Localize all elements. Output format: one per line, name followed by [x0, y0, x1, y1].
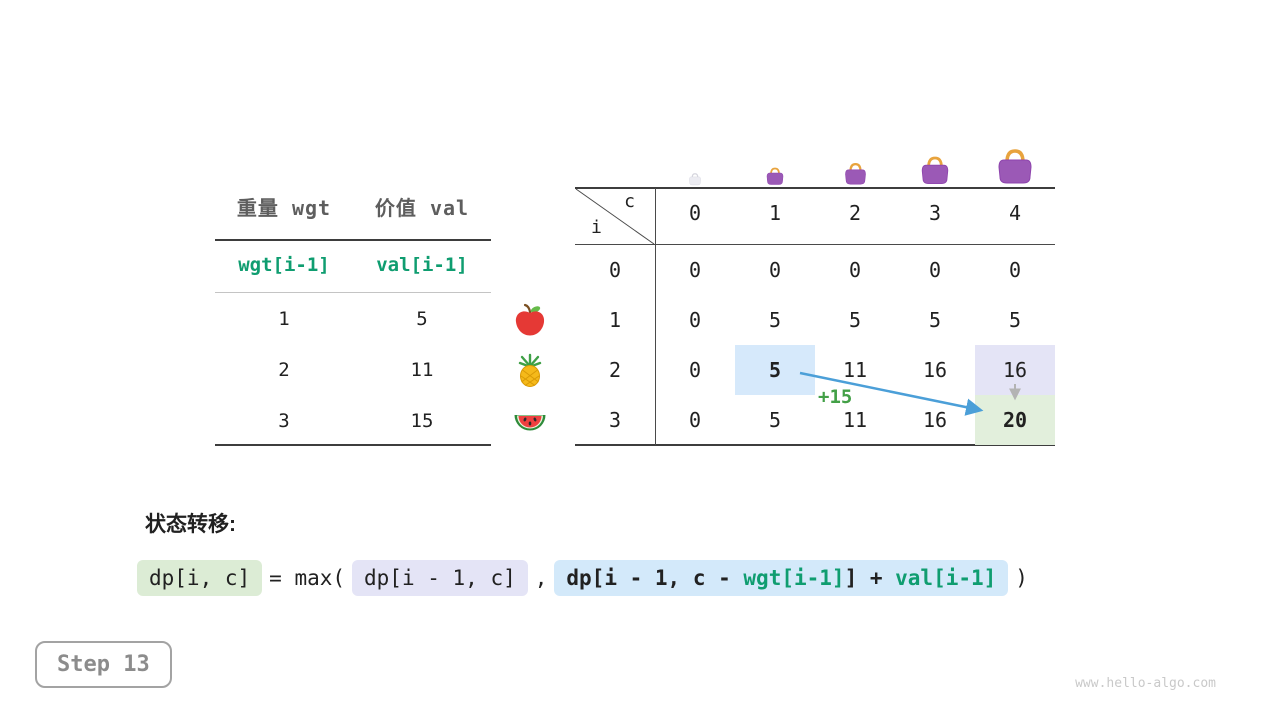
item-value-cell: 3: [278, 409, 290, 432]
formula-equals-max: = max(: [269, 566, 346, 590]
item-row: 3 15: [215, 395, 491, 446]
dp-cell: 16: [922, 358, 948, 382]
formula-option2-dp: dp[i - 1, c -: [566, 566, 744, 590]
dp-cell: 0: [1008, 258, 1022, 282]
dp-col-header: 1: [768, 201, 782, 225]
handbag-icon: [975, 128, 1055, 186]
dp-col-header: 3: [928, 201, 942, 225]
dp-table-vertical-rule: [655, 188, 656, 445]
dp-cell: 5: [928, 308, 942, 332]
dp-cell: 5: [1008, 308, 1022, 332]
items-table-header: 重量 wgt: [236, 196, 332, 220]
formula-option2: dp[i - 1, c - wgt[i-1]] + val[i-1]: [554, 560, 1009, 596]
dp-cell: 16: [922, 408, 948, 432]
dp-cell: 0: [688, 258, 702, 282]
step-badge: Step 13: [35, 641, 172, 688]
dp-cell: 5: [735, 345, 815, 395]
dp-cell: 0: [688, 358, 702, 382]
dp-table-top-rule: [575, 187, 1055, 189]
item-value-cell: 1: [278, 307, 290, 330]
dp-cell: 5: [768, 408, 782, 432]
item-var-cell: wgt[i-1]: [238, 254, 330, 276]
items-table-bottom-rule: [215, 444, 491, 446]
dp-row: 2 0 5 11 16 16: [575, 345, 1055, 395]
handbag-icon: [735, 128, 815, 186]
item-value-cell: 2: [278, 358, 290, 381]
formula-option2-plus: ] +: [844, 566, 896, 590]
items-table-body: 1 5 2 11 3 15: [215, 293, 491, 446]
dp-col-header-row: 0 1 2 3 4: [655, 188, 1055, 238]
items-table-header-rule: [215, 239, 491, 241]
apple-icon: [512, 302, 548, 338]
row-var-label: i: [591, 217, 602, 238]
handbag-icon: [815, 128, 895, 186]
formula-lhs: dp[i, c]: [137, 560, 263, 596]
items-table-var-rule: [215, 292, 491, 293]
watermelon-icon: [512, 403, 548, 439]
item-var-cell: val[i-1]: [376, 254, 468, 276]
dp-col-header: 2: [848, 201, 862, 225]
state-transition-formula: dp[i, c] = max( dp[i - 1, c] , dp[i - 1,…: [137, 560, 1035, 596]
dp-table-body: 0 0 0 0 0 0 1 0 5 5 5 5 2 0 5 11 16 16 3 0 5 11 16 20: [575, 245, 1055, 445]
items-table-header-row: 重量 wgt 价值 val: [215, 192, 491, 221]
dp-cell: 0: [768, 258, 782, 282]
dp-row-header: 2: [608, 358, 622, 382]
dp-row: 3 0 5 11 16 20: [575, 395, 1055, 445]
dp-row-header: 0: [608, 258, 622, 282]
formula-close-paren: ): [1015, 566, 1028, 590]
dp-col-header: 0: [688, 201, 702, 225]
gain-annotation: +15: [818, 386, 853, 408]
dp-row-header: 1: [608, 308, 622, 332]
formula-option2-val: val[i-1]: [895, 566, 997, 590]
dp-cell: 0: [688, 408, 702, 432]
dp-cell: 0: [848, 258, 862, 282]
item-value-cell: 11: [410, 358, 434, 381]
dp-corner-cell: c i: [575, 188, 655, 245]
handbag-icon: [655, 128, 735, 186]
dp-cell: 0: [928, 258, 942, 282]
item-value-cell: 5: [416, 307, 428, 330]
formula-option2-wgt: wgt[i-1]: [743, 566, 845, 590]
dp-table-bottom-rule: [575, 444, 1055, 446]
formula-option1: dp[i - 1, c]: [352, 560, 528, 596]
item-row: 2 11: [215, 344, 491, 395]
dp-row: 1 0 5 5 5 5: [575, 295, 1055, 345]
dp-col-header: 4: [1008, 201, 1022, 225]
dp-table-header-rule: [575, 244, 1055, 245]
dp-cell: 5: [848, 308, 862, 332]
dp-cell: 20: [975, 395, 1055, 445]
item-value-cell: 15: [410, 409, 434, 432]
col-var-label: c: [624, 191, 635, 212]
dp-row: 0 0 0 0 0 0: [575, 245, 1055, 295]
watermark: www.hello-algo.com: [1075, 676, 1216, 691]
formula-comma: ,: [534, 566, 548, 590]
dp-row-header: 3: [608, 408, 622, 432]
dp-cell: 5: [768, 308, 782, 332]
dp-cell: 0: [688, 308, 702, 332]
corner-diagonal: [575, 188, 655, 245]
bag-icon-row: [655, 128, 1055, 186]
pineapple-icon: [512, 352, 548, 388]
dp-cell: 16: [975, 345, 1055, 395]
state-transition-label: 状态转移:: [145, 513, 236, 536]
dp-cell: 11: [842, 408, 868, 432]
handbag-icon: [895, 128, 975, 186]
items-table-var-row: wgt[i-1] val[i-1]: [215, 254, 491, 276]
items-table-header: 价值 val: [374, 196, 470, 220]
